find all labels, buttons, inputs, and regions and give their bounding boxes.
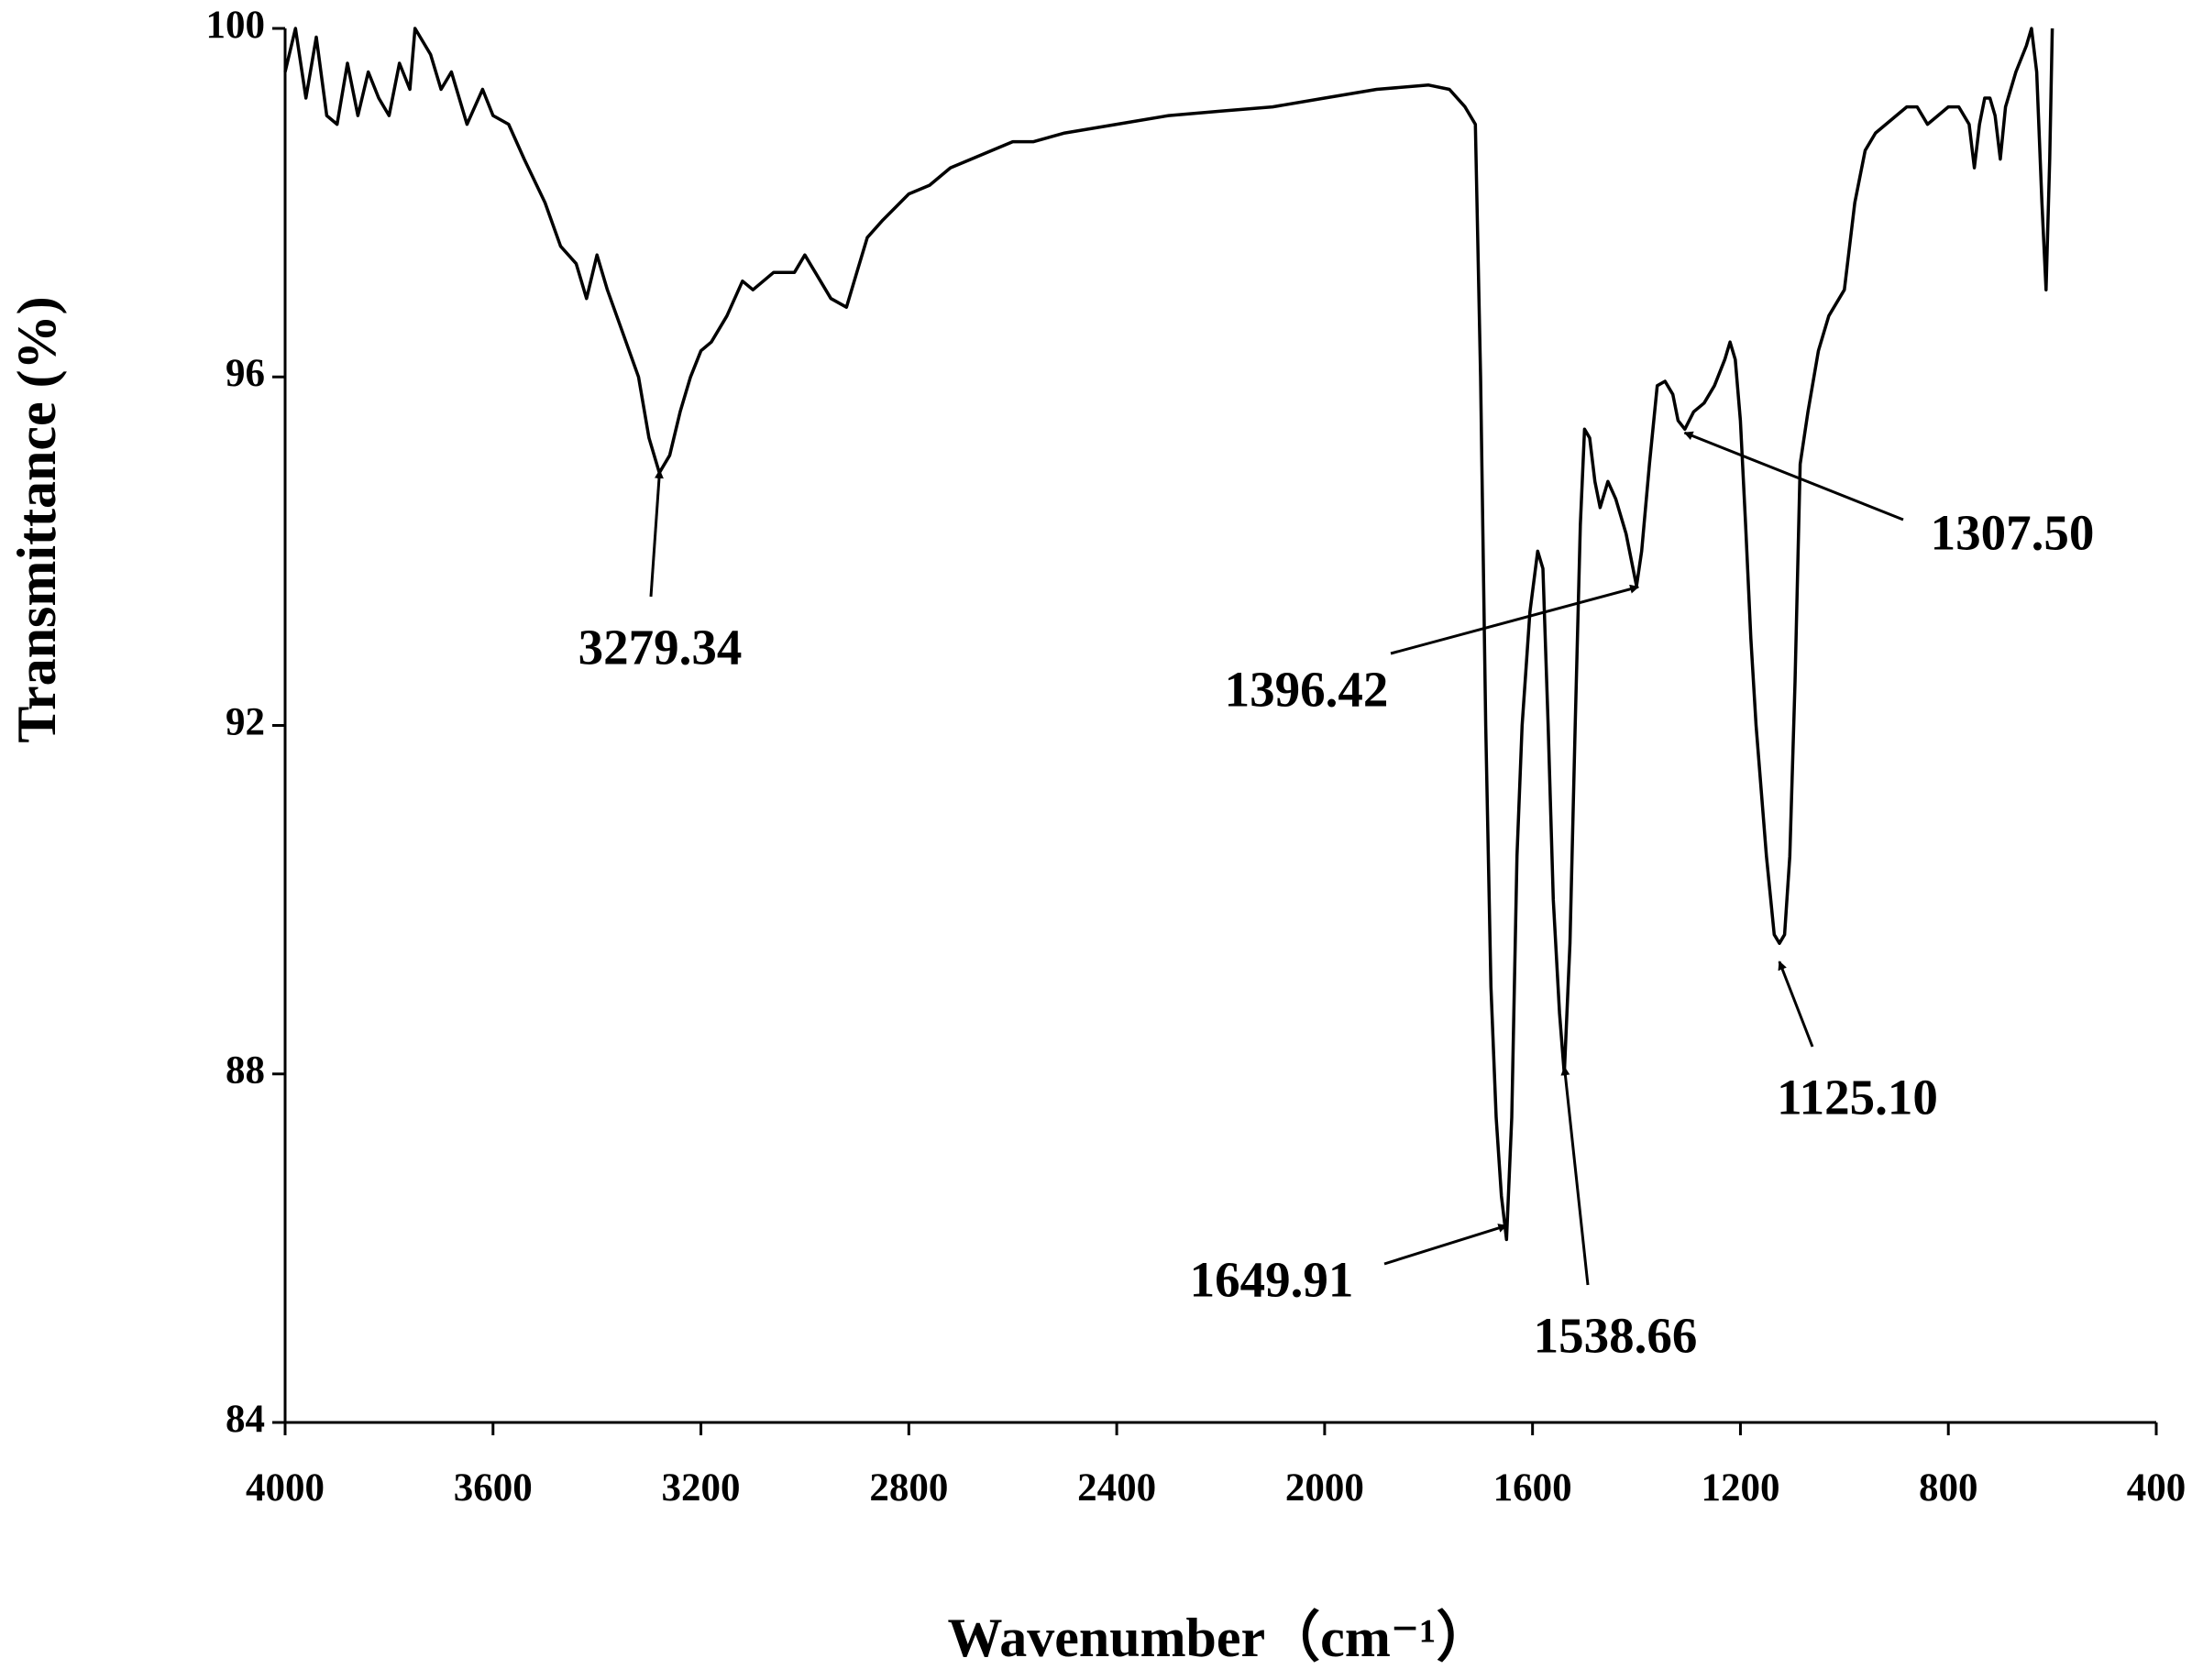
annotation-arrow [1383,1224,1508,1266]
x-tick-label: 3600 [454,1466,533,1510]
x-axis-title: Wavenumber（cm⁻¹） [948,1607,1492,1668]
x-tick-label: 1200 [1701,1466,1779,1510]
x-tick-label: 2000 [1285,1466,1364,1510]
y-tick-label: 96 [226,352,265,395]
spectrum-line [283,27,2054,1242]
annotation-arrow [1390,584,1640,655]
x-tick-label: 2400 [1077,1466,1156,1510]
y-tick-label: 100 [206,4,266,47]
annotation-arrow [1560,1066,1590,1286]
annotation-label: 3279.34 [578,620,743,675]
y-axis-title: Transmittance (%) [6,296,67,742]
x-tick-label: 3200 [662,1466,741,1510]
x-tick-label: 1600 [1493,1466,1572,1510]
annotation-label: 1307.50 [1931,505,2095,561]
annotation-arrow [1778,961,1814,1048]
y-tick-label: 88 [226,1049,265,1093]
y-tick-label: 92 [226,700,265,743]
annotation-label: 1396.42 [1225,662,1389,718]
annotation-arrow [1683,431,1904,522]
y-tick-label: 84 [226,1398,265,1441]
x-tick-label: 2800 [869,1466,948,1510]
annotation-label: 1538.66 [1534,1308,1698,1364]
x-tick-label: 4000 [246,1466,325,1510]
x-tick-label: 400 [2127,1466,2186,1510]
annotation-label: 1649.91 [1190,1252,1354,1308]
annotation-label: 1125.10 [1777,1070,1938,1125]
annotation-arrow [649,468,664,598]
x-tick-label: 800 [1919,1466,1978,1510]
